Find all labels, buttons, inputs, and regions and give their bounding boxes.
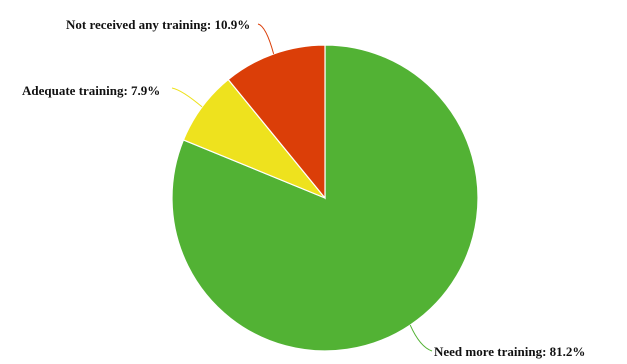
leader-line-adequate-training	[171, 87, 203, 108]
leader-line-not-received-any-training	[257, 23, 275, 55]
pie-slices	[171, 44, 479, 352]
pie-leader-lines	[171, 23, 433, 352]
slice-label-need-more-training: Need more training: 81.2%	[434, 344, 585, 359]
pie-slice-not-received-any-training	[227, 44, 326, 200]
leader-line-need-more-training	[409, 324, 433, 352]
slice-label-not-received-any-training: Not received any training: 10.9%	[66, 17, 250, 32]
slice-label-adequate-training: Adequate training: 7.9%	[22, 83, 160, 98]
